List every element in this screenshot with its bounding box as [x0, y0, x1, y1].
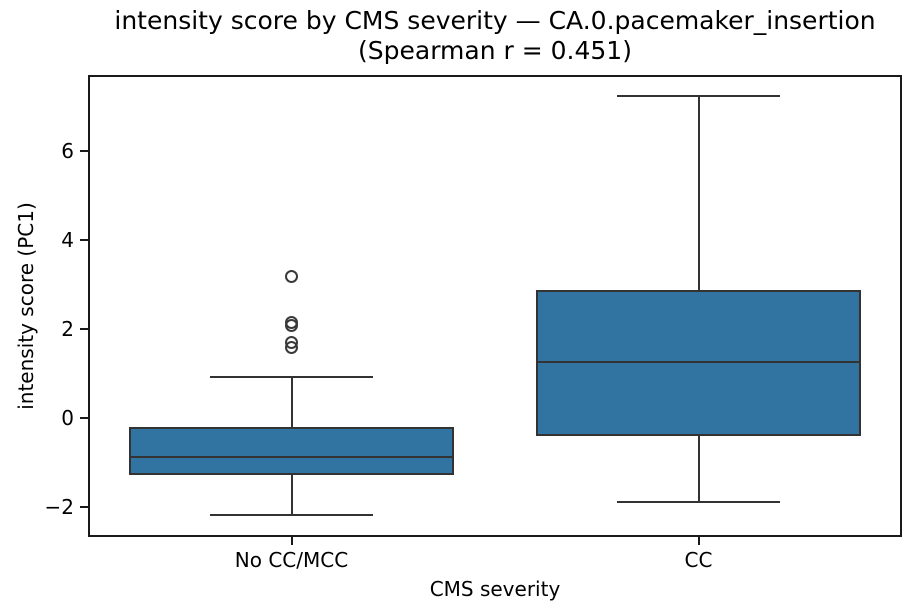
chart-title-line2: (Spearman r = 0.451)	[358, 36, 632, 65]
y-tick-label: 0	[61, 406, 74, 431]
x-tick-mark	[290, 537, 293, 545]
lower-whisker	[290, 475, 293, 516]
median-line	[130, 456, 453, 459]
y-tick-mark	[80, 506, 88, 509]
upper-whisker-cap	[210, 376, 373, 379]
y-tick-label: −2	[44, 495, 74, 520]
lower-whisker	[697, 435, 700, 503]
y-tick-label: 4	[61, 228, 74, 253]
median-line	[537, 361, 860, 364]
y-tick-label: 2	[61, 317, 74, 342]
outlier-point	[285, 315, 298, 329]
upper-whisker	[697, 95, 700, 290]
lower-whisker-cap	[210, 514, 373, 517]
chart-title: intensity score by CMS severity — CA.0.p…	[88, 6, 902, 66]
y-tick-mark	[80, 417, 88, 420]
lower-whisker-cap	[617, 501, 780, 504]
y-tick-mark	[80, 150, 88, 153]
x-axis-label: CMS severity	[429, 577, 561, 601]
outlier-point	[285, 269, 298, 283]
y-tick-mark	[80, 328, 88, 331]
x-tick-label: CC	[684, 548, 713, 572]
x-tick-mark	[697, 537, 700, 545]
x-tick-label: No CC/MCC	[234, 548, 349, 572]
box-iqr	[128, 427, 455, 476]
chart-title-line1: intensity score by CMS severity — CA.0.p…	[114, 6, 876, 35]
upper-whisker-cap	[617, 94, 780, 97]
y-tick-mark	[80, 239, 88, 242]
y-tick-label: 6	[61, 139, 74, 164]
upper-whisker	[290, 377, 293, 428]
outlier-point	[285, 335, 298, 349]
